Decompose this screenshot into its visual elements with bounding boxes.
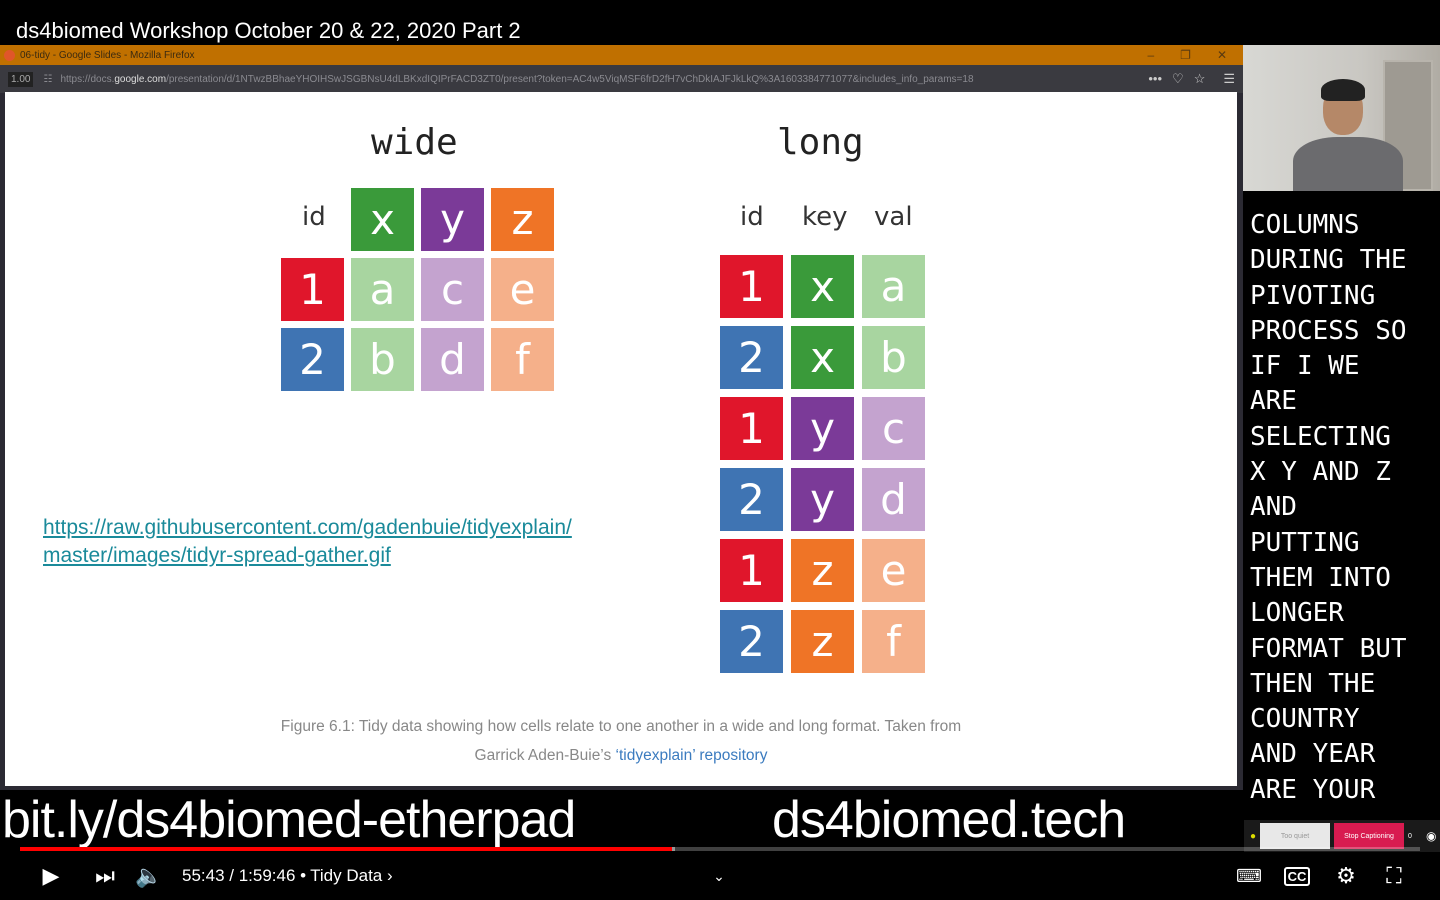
caption-line: PIVOTING	[1250, 280, 1376, 311]
webcam-feed	[1243, 45, 1440, 191]
wide-title: wide	[371, 122, 458, 163]
volume-icon[interactable]: 🔈	[135, 863, 163, 888]
browser-titlebar: 06-tidy - Google Slides - Mozilla Firefo…	[0, 45, 1243, 65]
player-controls: ▶ ⏭ 🔈 55:43 / 1:59:46 • Tidy Data › ⌄ ⌨ …	[0, 856, 1440, 896]
caption-line: AND YEAR	[1250, 739, 1376, 770]
wide-cell: 1	[281, 258, 344, 321]
caption-line: PUTTING	[1250, 527, 1360, 558]
etherpad-url: bit.ly/ds4biomed-etherpad	[2, 791, 576, 849]
close-icon[interactable]: ✕	[1216, 48, 1227, 62]
caption-line: COUNTRY	[1250, 704, 1360, 735]
maximize-icon[interactable]: ❐	[1180, 48, 1191, 62]
long-title: long	[777, 122, 864, 163]
header-cell-y: y	[421, 188, 484, 251]
wide-cell: e	[491, 258, 554, 321]
long-cell-val: a	[862, 255, 925, 318]
column-header: key	[802, 202, 848, 232]
keyboard-icon[interactable]: ⌨	[1236, 865, 1262, 886]
long-cell-val: f	[862, 610, 925, 673]
address-bar[interactable]: 1.00 ☷ https://docs.google.com/presentat…	[0, 65, 1243, 93]
long-cell-key: y	[791, 468, 854, 531]
stop-captioning-button[interactable]: Stop Captioning	[1334, 823, 1405, 849]
long-cell-id: 1	[720, 255, 783, 318]
url-text[interactable]: https://docs.google.com/presentation/d/1…	[60, 73, 974, 85]
wide-cell: f	[491, 328, 554, 391]
caption-line: X Y AND Z	[1250, 457, 1391, 488]
long-cell-key: z	[791, 539, 854, 602]
long-cell-val: b	[862, 326, 925, 389]
caption-line: DURING THE	[1250, 245, 1407, 276]
long-cell-key: y	[791, 397, 854, 460]
column-header: id	[740, 202, 764, 232]
caption-toolbar: ● Too quiet Stop Captioning 0 ◉	[1244, 820, 1440, 852]
wide-cell: b	[351, 328, 414, 391]
long-cell-val: c	[862, 397, 925, 460]
site-settings-icon[interactable]: ☷	[43, 73, 53, 85]
repository-link[interactable]: ‘tidyexplain’ repository	[615, 747, 768, 764]
play-icon[interactable]: ▶	[42, 863, 60, 888]
user-icon[interactable]: ◉	[1425, 829, 1437, 843]
minimize-icon[interactable]: –	[1147, 48, 1155, 62]
figure-caption: Figure 6.1: Tidy data showing how cells …	[280, 718, 962, 764]
caption-line: THEM INTO	[1250, 562, 1391, 593]
caption-line: SELECTING	[1250, 421, 1391, 452]
caption-line: ARE	[1250, 386, 1297, 417]
column-header: val	[874, 202, 913, 232]
window-title: 06-tidy - Google Slides - Mozilla Firefo…	[20, 49, 195, 61]
wide-cell: c	[421, 258, 484, 321]
live-captions: COLUMNS DURING THE PIVOTING PROCESS SO IF I …	[1250, 208, 1407, 808]
long-cell-id: 1	[720, 539, 783, 602]
long-cell-key: x	[791, 326, 854, 389]
site-url: ds4biomed.tech	[772, 791, 1126, 849]
long-cell-val: e	[862, 539, 925, 602]
long-cell-id: 2	[720, 610, 783, 673]
time-display: 55:43 / 1:59:46 •	[182, 866, 307, 885]
long-cell-id: 2	[720, 326, 783, 389]
source-link[interactable]: https://raw.githubusercontent.com/gadenb…	[43, 516, 572, 567]
caption-line: THEN THE	[1250, 668, 1376, 699]
chevron-down-icon[interactable]: ⌄	[713, 867, 725, 884]
caption-line: IF I WE	[1250, 351, 1360, 382]
bookmark-star-icon[interactable]: ☆	[1193, 71, 1206, 86]
next-icon[interactable]: ⏭	[95, 863, 115, 888]
menu-icon[interactable]: ☰	[1223, 71, 1235, 86]
wide-cell: a	[351, 258, 414, 321]
browser-window: 06-tidy - Google Slides - Mozilla Firefo…	[0, 45, 1243, 790]
caption-line: LONGER	[1250, 598, 1344, 629]
chapter-title[interactable]: Tidy Data ›	[310, 866, 393, 885]
pocket-icon[interactable]: ♡	[1172, 71, 1184, 86]
wide-cell: d	[421, 328, 484, 391]
zoom-level[interactable]: 1.00	[8, 71, 34, 87]
caption-line: PROCESS SO	[1250, 315, 1407, 346]
exit-fullscreen-icon[interactable]: ⛶	[1386, 863, 1402, 888]
progress-bar[interactable]	[20, 847, 1420, 851]
firefox-icon	[4, 49, 15, 61]
long-cell-id: 1	[720, 397, 783, 460]
status-icon: ●	[1250, 830, 1257, 842]
header-cell-z: z	[491, 188, 554, 251]
long-cell-key: x	[791, 255, 854, 318]
viewer-count: 0	[1408, 832, 1412, 840]
wide-cell: 2	[281, 328, 344, 391]
caption-line: COLUMNS	[1250, 210, 1360, 240]
more-icon[interactable]: •••	[1148, 71, 1163, 86]
caption-line: ARE YOUR	[1250, 774, 1376, 805]
video-title: ds4biomed Workshop October 20 & 22, 2020…	[16, 18, 521, 43]
too-quiet-button[interactable]: Too quiet	[1260, 823, 1331, 849]
slide: wide long id x y z 1 a c e 2 b d f id key val 1 x a 2 x b 1 y…	[5, 92, 1237, 786]
header-cell-x: x	[351, 188, 414, 251]
long-cell-id: 2	[720, 468, 783, 531]
caption-line: AND	[1250, 492, 1297, 523]
caption-line: FORMAT BUT	[1250, 633, 1407, 664]
settings-gear-icon[interactable]: ⚙	[1336, 863, 1356, 888]
column-header: id	[302, 202, 326, 232]
long-cell-val: d	[862, 468, 925, 531]
closed-captions-icon[interactable]: CC	[1280, 859, 1314, 893]
long-cell-key: z	[791, 610, 854, 673]
